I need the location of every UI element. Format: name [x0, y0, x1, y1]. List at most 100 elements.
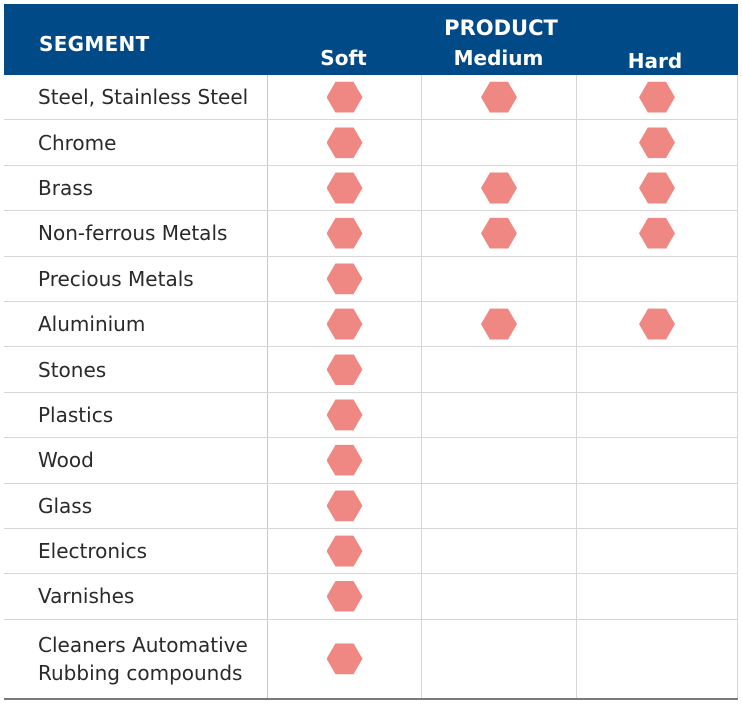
hexagon-icon	[326, 444, 363, 476]
hexagon-icon	[326, 535, 363, 567]
medium-cell	[421, 120, 576, 165]
segment-cell: Plastics	[4, 393, 267, 437]
segment-header: SEGMENT	[39, 32, 150, 56]
segment-label: Steel, Stainless Steel	[38, 85, 249, 110]
soft-cell	[267, 392, 421, 438]
hexagon-icon	[481, 172, 517, 204]
medium-cell	[421, 301, 576, 347]
segment-cell: Chrome	[4, 120, 267, 164]
soft-cell	[267, 301, 421, 347]
segment-label: Stones	[38, 357, 107, 382]
segment-label: Aluminium	[38, 312, 146, 337]
hexagon-icon	[326, 217, 363, 249]
soft-cell	[267, 619, 421, 698]
column-header-hard: Hard	[627, 49, 683, 73]
segment-cell: Non-ferrous Metals	[4, 211, 267, 255]
soft-cell	[267, 438, 421, 483]
hard-cell	[576, 438, 738, 483]
column-header-medium: Medium	[453, 46, 544, 70]
hexagon-icon	[326, 490, 363, 522]
soft-cell	[267, 256, 421, 301]
medium-cell	[421, 256, 576, 301]
hard-cell	[576, 211, 738, 256]
segment-cell: Cleaners Automative Rubbing compounds	[4, 620, 267, 698]
hexagon-icon	[326, 399, 363, 431]
hard-cell	[576, 301, 738, 347]
table-row: Varnishes	[4, 574, 738, 620]
segment-cell: Brass	[4, 166, 267, 210]
table-row: Wood	[4, 438, 738, 484]
column-header-soft: Soft	[320, 46, 367, 70]
segment-label: Chrome	[38, 130, 117, 155]
segment-label: Electronics	[38, 539, 148, 564]
table-row: Precious Metals	[4, 256, 738, 302]
segment-cell: Stones	[4, 347, 267, 391]
soft-cell	[267, 528, 421, 574]
segment-cell: Varnishes	[4, 574, 267, 618]
segment-cell: Aluminium	[4, 302, 267, 346]
medium-cell	[421, 75, 576, 120]
hard-cell	[576, 165, 738, 211]
segment-label: Non-ferrous Metals	[38, 221, 228, 246]
table-row: Stones	[4, 347, 738, 393]
hexagon-icon	[639, 172, 675, 204]
hard-cell	[576, 483, 738, 528]
compatibility-table: Steel, Stainless Steel Chrome Brass Non-fer…	[4, 75, 738, 700]
medium-cell	[421, 574, 576, 619]
table-row: Aluminium	[4, 301, 738, 348]
hexagon-icon	[326, 308, 363, 340]
hexagon-icon	[639, 81, 675, 113]
soft-cell	[267, 211, 421, 256]
table-row: Electronics	[4, 528, 738, 575]
hexagon-icon	[481, 217, 517, 249]
hard-cell	[576, 392, 738, 438]
soft-cell	[267, 574, 421, 619]
segment-label: Plastics	[38, 402, 114, 427]
hexagon-icon	[326, 172, 363, 204]
segment-label: Glass	[38, 493, 93, 518]
table-row: Brass	[4, 165, 738, 212]
medium-cell	[421, 438, 576, 483]
segment-label: Precious Metals	[38, 266, 194, 291]
segment-label: Varnishes	[38, 584, 135, 609]
table-header: SEGMENT PRODUCT Soft Medium Hard	[4, 4, 738, 75]
hexagon-icon	[326, 580, 363, 612]
hard-cell	[576, 619, 738, 698]
hard-cell	[576, 256, 738, 301]
segment-label: Brass	[38, 175, 94, 200]
table-row: Plastics	[4, 392, 738, 439]
hexagon-icon	[326, 354, 363, 386]
soft-cell	[267, 347, 421, 392]
hexagon-icon	[639, 127, 675, 159]
soft-cell	[267, 165, 421, 211]
medium-cell	[421, 483, 576, 528]
soft-cell	[267, 483, 421, 528]
segment-label: Cleaners Automative Rubbing compounds	[38, 632, 248, 685]
hexagon-icon	[326, 263, 363, 295]
hard-cell	[576, 574, 738, 619]
medium-cell	[421, 528, 576, 574]
hexagon-icon	[639, 217, 675, 249]
table-row: Cleaners Automative Rubbing compounds	[4, 619, 738, 700]
hexagon-icon	[326, 81, 363, 113]
segment-cell: Steel, Stainless Steel	[4, 75, 267, 119]
soft-cell	[267, 75, 421, 120]
hexagon-icon	[326, 127, 363, 159]
hexagon-icon	[639, 308, 675, 340]
soft-cell	[267, 120, 421, 165]
segment-cell: Wood	[4, 438, 267, 482]
hard-cell	[576, 120, 738, 165]
hexagon-icon	[326, 643, 363, 675]
medium-cell	[421, 165, 576, 211]
hexagon-icon	[481, 308, 517, 340]
hexagon-icon	[481, 81, 517, 113]
hard-cell	[576, 75, 738, 120]
medium-cell	[421, 347, 576, 392]
medium-cell	[421, 619, 576, 698]
medium-cell	[421, 392, 576, 438]
product-header: PRODUCT	[444, 16, 558, 40]
table-row: Glass	[4, 483, 738, 529]
segment-cell: Glass	[4, 484, 267, 528]
table-row: Non-ferrous Metals	[4, 211, 738, 257]
segment-label: Wood	[38, 448, 94, 473]
